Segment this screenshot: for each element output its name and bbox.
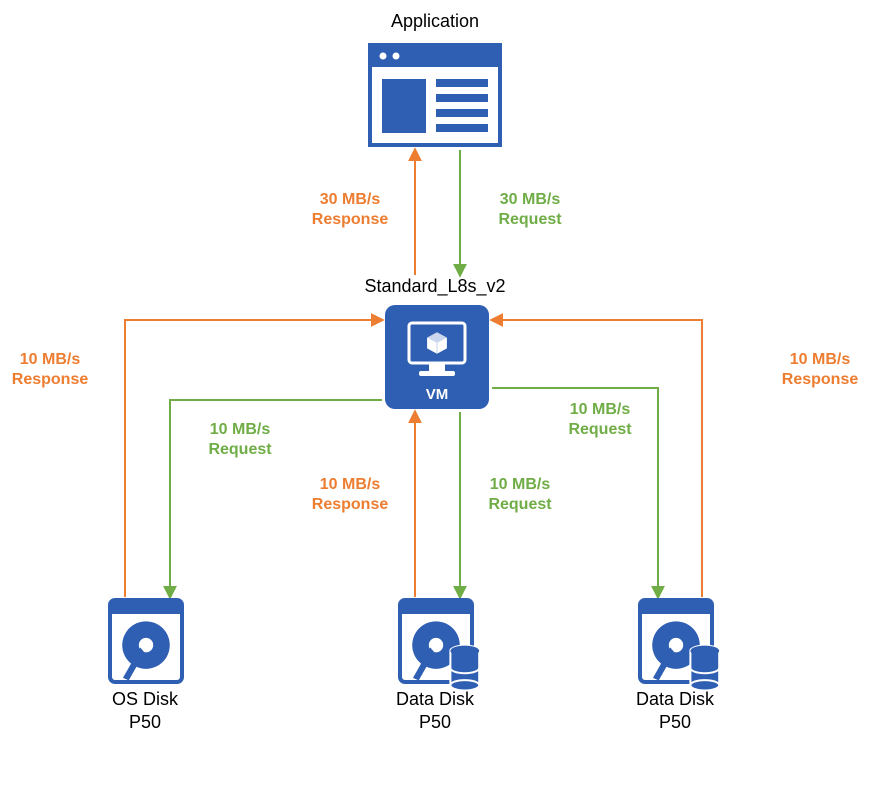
application-icon — [370, 45, 500, 145]
os-disk-label: OS DiskP50 — [80, 688, 210, 735]
d1-request-label: 10 MB/sRequest — [475, 475, 565, 515]
os-response-label: 10 MB/sResponse — [5, 350, 95, 390]
vm-inner-text: VM — [426, 386, 449, 403]
arrow-d2-resp — [492, 320, 702, 597]
data-disk-2-icon — [640, 600, 719, 690]
diagram-canvas: VM — [0, 0, 874, 792]
vm-label: Standard_L8s_v2 — [350, 275, 520, 298]
app-response-label: 30 MB/sResponse — [300, 190, 400, 230]
d2-request-label: 10 MB/sRequest — [555, 400, 645, 440]
data-disk-1-icon — [400, 600, 479, 690]
os-disk-icon — [110, 600, 182, 682]
data-disk-2-label: Data DiskP50 — [610, 688, 740, 735]
app-request-label: 30 MB/sRequest — [480, 190, 580, 230]
d2-response-label: 10 MB/sResponse — [770, 350, 870, 390]
data-disk-1-label: Data DiskP50 — [370, 688, 500, 735]
os-request-label: 10 MB/sRequest — [195, 420, 285, 460]
vm-icon: VM — [385, 305, 489, 409]
application-label: Application — [350, 10, 520, 33]
d1-response-label: 10 MB/sResponse — [305, 475, 395, 515]
